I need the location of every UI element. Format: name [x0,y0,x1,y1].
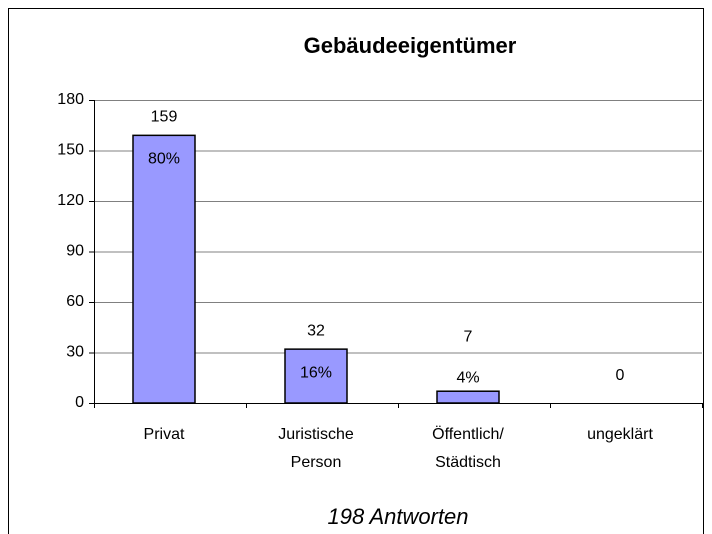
value-label: 0 [616,367,625,384]
bar [132,134,196,404]
y-tick-label: 60 [66,293,84,310]
x-tick-label: ungeklärt [587,426,653,443]
x-tick-label: Öffentlich/Städtisch [432,425,504,471]
y-tick-label: 90 [66,243,84,260]
chart-frame [8,8,704,534]
value-label: 7 [464,328,473,345]
share-label: 4% [456,369,479,386]
share-label: 80% [148,151,180,168]
value-label: 32 [307,322,325,339]
y-tick-label: 180 [57,91,84,108]
y-tick-label: 150 [57,142,84,159]
chart-title: Gebäudeeigentümer [304,33,517,58]
x-tick-label: Privat [144,426,185,443]
bar [436,390,500,404]
y-tick-label: 30 [66,344,84,361]
footnote: 198 Antworten [327,504,468,529]
y-tick-label: 0 [75,394,84,411]
share-label: 16% [300,364,332,381]
x-tick-label: Juristische Person [278,426,354,471]
bar [284,348,348,404]
y-tick-label: 120 [57,192,84,209]
value-label: 159 [151,109,178,126]
